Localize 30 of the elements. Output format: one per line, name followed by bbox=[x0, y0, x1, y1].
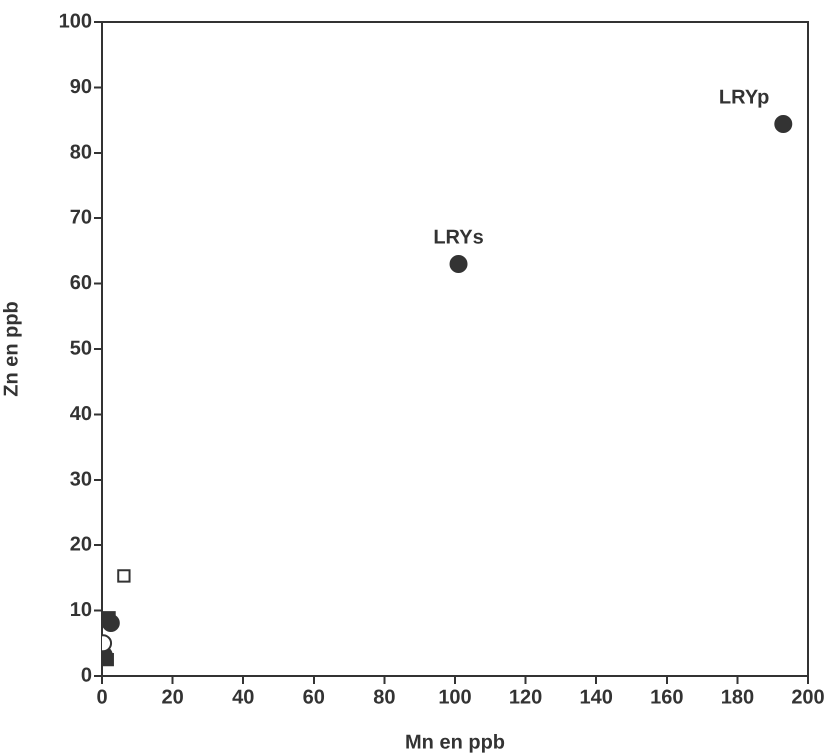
y-tick-label: 20 bbox=[70, 534, 92, 556]
y-tick-label: 40 bbox=[70, 402, 92, 425]
x-tick-label: 120 bbox=[508, 686, 542, 709]
x-tick-label: 0 bbox=[96, 686, 108, 709]
point bbox=[450, 254, 468, 273]
y-tick-label: 50 bbox=[70, 338, 92, 360]
y-tick-label: 30 bbox=[70, 468, 92, 490]
y-tick-label: 60 bbox=[70, 272, 92, 294]
y-tick-label: 0 bbox=[80, 664, 92, 687]
x-tick-label: 100 bbox=[438, 686, 472, 709]
y-tick-label: 80 bbox=[70, 141, 92, 164]
y-tick-label: 90 bbox=[70, 76, 92, 98]
x-tick-label: 140 bbox=[580, 686, 613, 709]
x-tick-label: 80 bbox=[373, 686, 396, 709]
x-tick-label: 160 bbox=[650, 686, 684, 709]
point bbox=[117, 569, 131, 583]
x-axis-title: Mn en ppb bbox=[405, 732, 505, 754]
y-tick-label: 10 bbox=[70, 599, 92, 622]
y-axis-title: Zn en ppb bbox=[0, 301, 23, 397]
x-tick-label: 200 bbox=[791, 686, 825, 709]
annotation: LRYs bbox=[433, 226, 484, 248]
x-tick-label: 60 bbox=[302, 686, 325, 709]
y-tick-label: 70 bbox=[70, 206, 92, 229]
x-tick-label: 40 bbox=[232, 686, 254, 709]
x-tick-label: 20 bbox=[161, 686, 184, 709]
point bbox=[102, 652, 114, 666]
point bbox=[774, 115, 792, 134]
x-tick-label: 180 bbox=[720, 686, 754, 709]
annotation: LRYp bbox=[718, 86, 770, 109]
y-tick-label: 100 bbox=[58, 10, 92, 33]
